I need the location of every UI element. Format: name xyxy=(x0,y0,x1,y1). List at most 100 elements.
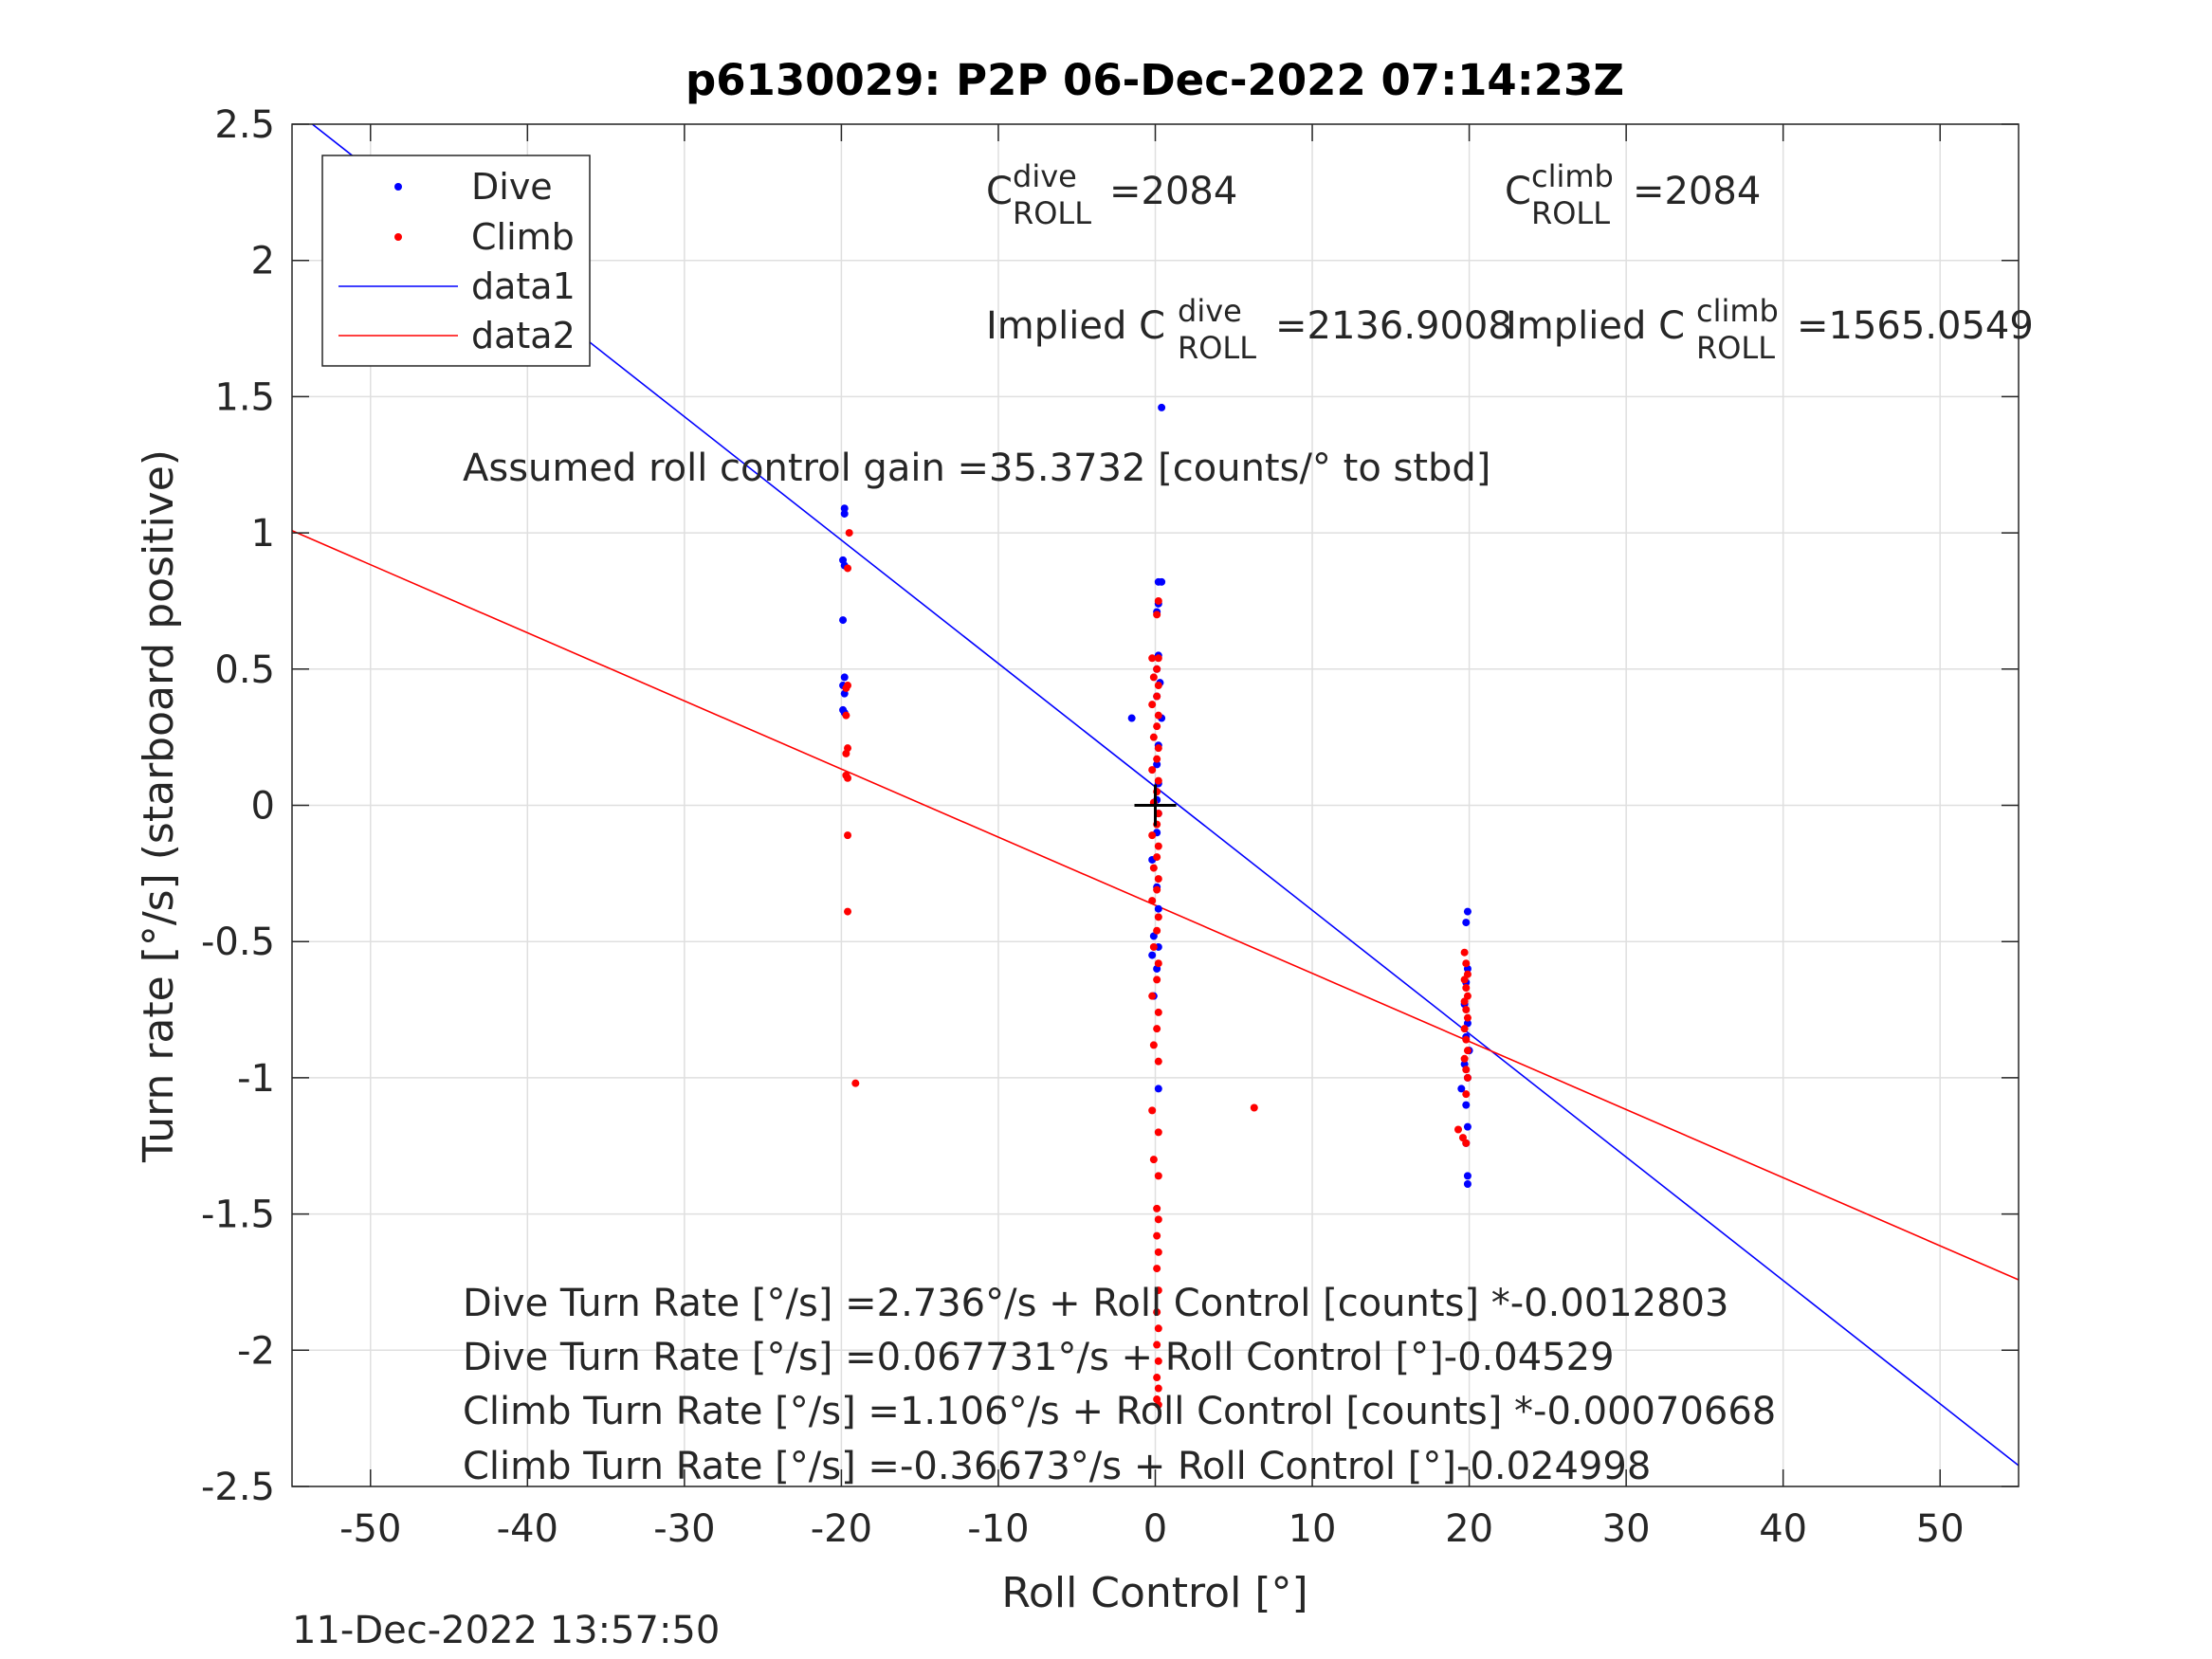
climb-point xyxy=(1153,692,1161,701)
climb-point xyxy=(1154,1128,1162,1137)
climb-point xyxy=(1154,596,1162,605)
y-tick-label: 0.5 xyxy=(214,648,275,692)
footer-timestamp: 11-Dec-2022 13:57:50 xyxy=(292,1609,720,1652)
climb-point xyxy=(1462,1035,1471,1044)
climb-point xyxy=(1148,831,1157,840)
climb-point xyxy=(1462,1006,1471,1014)
climb-point xyxy=(1154,842,1162,850)
annotation-c-roll-climb: C climb ROLL =2084 xyxy=(1505,153,1761,233)
climb-point xyxy=(1149,942,1158,951)
dive-point xyxy=(1154,904,1162,913)
legend: Dive Climb data1 data2 xyxy=(321,155,591,367)
legend-dive-label: Dive xyxy=(471,166,553,208)
dive-point xyxy=(1148,951,1157,959)
climb-point xyxy=(845,529,853,538)
climb-point xyxy=(1153,1231,1161,1240)
climb-point xyxy=(1148,992,1157,1000)
climb-point xyxy=(842,711,850,720)
x-tick-label: 0 xyxy=(1143,1507,1167,1551)
climb-point xyxy=(1153,1340,1161,1349)
x-tick-label: 40 xyxy=(1759,1507,1807,1551)
annotation-implied-climb: Implied C climb ROLL =1565.0549 xyxy=(1506,287,2034,368)
climb-point xyxy=(1149,1041,1158,1049)
climb-point xyxy=(1462,1139,1471,1147)
climb-point xyxy=(1154,711,1162,720)
y-tick-label: -2 xyxy=(237,1329,275,1373)
dive-point xyxy=(1463,1172,1472,1180)
legend-dive-marker xyxy=(394,183,402,191)
climb-point xyxy=(1154,1357,1162,1365)
climb-point xyxy=(1460,1054,1469,1063)
climb-point xyxy=(1149,864,1158,872)
climb-point xyxy=(1154,682,1162,690)
equation-climb-counts: Climb Turn Rate [°/s] =1.106°/s + Roll C… xyxy=(463,1390,1776,1433)
y-tick-label: 0 xyxy=(251,785,275,829)
dive-point xyxy=(1127,714,1136,722)
climb-point xyxy=(1154,654,1162,663)
dive-point xyxy=(1462,1101,1471,1109)
annotation-implied-dive: Implied C dive ROLL =2136.9008 xyxy=(986,287,1512,368)
y-tick-label: -1 xyxy=(237,1057,275,1101)
tick-labels: -50 -40 -30 -20 -10 0 10 20 30 40 50-2.5-2-1.5-1-0… xyxy=(201,103,1965,1551)
climb-point xyxy=(1149,1156,1158,1164)
dive-point xyxy=(840,509,849,518)
climb-point xyxy=(844,564,852,573)
legend-box xyxy=(321,155,591,367)
x-tick-label: 50 xyxy=(1916,1507,1965,1551)
x-axis-label: Roll Control [°] xyxy=(1001,1569,1307,1617)
climb-point xyxy=(1462,984,1471,993)
legend-data2-label: data2 xyxy=(471,315,576,356)
climb-point xyxy=(1153,1025,1161,1033)
climb-point xyxy=(1148,701,1157,709)
dive-point xyxy=(1158,577,1166,586)
climb-point xyxy=(1154,776,1162,785)
climb-point xyxy=(851,1079,860,1087)
climb-point xyxy=(1148,766,1157,775)
y-tick-label: -2.5 xyxy=(201,1466,275,1509)
dive-point xyxy=(1154,1085,1162,1093)
x-tick-label: -40 xyxy=(497,1507,558,1551)
climb-point xyxy=(1454,1125,1463,1134)
legend-climb-label: Climb xyxy=(471,216,575,258)
y-tick-label: 2 xyxy=(251,240,275,283)
x-tick-label: 30 xyxy=(1602,1507,1651,1551)
climb-point xyxy=(1460,975,1469,984)
dive-point xyxy=(1463,907,1472,916)
dive-point xyxy=(1462,919,1471,927)
climb-point xyxy=(1154,1384,1162,1393)
climb-point xyxy=(1153,975,1161,984)
legend-climb-marker xyxy=(394,233,402,241)
climb-point xyxy=(1154,1215,1162,1224)
chart-title: p6130029: P2P 06-Dec-2022 07:14:23Z xyxy=(686,55,1624,105)
dive-point xyxy=(1463,1122,1472,1131)
climb-point xyxy=(1154,1172,1162,1180)
y-axis-label: Turn rate [°/s] (starboard positive) xyxy=(135,449,183,1163)
scatter-points xyxy=(839,403,1473,1409)
x-tick-label: 10 xyxy=(1289,1507,1337,1551)
climb-point xyxy=(1462,959,1471,968)
dive-point xyxy=(1158,403,1166,411)
climb-point xyxy=(844,907,852,916)
center-marker xyxy=(1134,784,1177,827)
annotation-gain: Assumed roll control gain =35.3732 [coun… xyxy=(463,447,1490,490)
climb-point xyxy=(1153,665,1161,673)
climb-point xyxy=(1463,1047,1472,1055)
climb-point xyxy=(1463,1013,1472,1022)
climb-point xyxy=(842,684,850,692)
dive-point xyxy=(840,504,849,513)
climb-point xyxy=(1462,1090,1471,1099)
climb-point xyxy=(1153,1204,1161,1212)
climb-point xyxy=(1148,654,1157,663)
x-tick-label: -30 xyxy=(653,1507,715,1551)
dive-point xyxy=(1463,1179,1472,1188)
climb-point xyxy=(1460,948,1469,957)
climb-point xyxy=(1153,885,1161,894)
equation-dive-degrees: Dive Turn Rate [°/s] =0.067731°/s + Roll… xyxy=(463,1336,1615,1379)
y-tick-label: -0.5 xyxy=(201,921,275,964)
climb-point xyxy=(1154,959,1162,968)
annotation-c-roll-dive: C dive ROLL =2084 xyxy=(986,153,1237,233)
climb-point xyxy=(842,749,850,757)
dive-point xyxy=(1457,1085,1466,1093)
climb-point xyxy=(1153,926,1161,935)
